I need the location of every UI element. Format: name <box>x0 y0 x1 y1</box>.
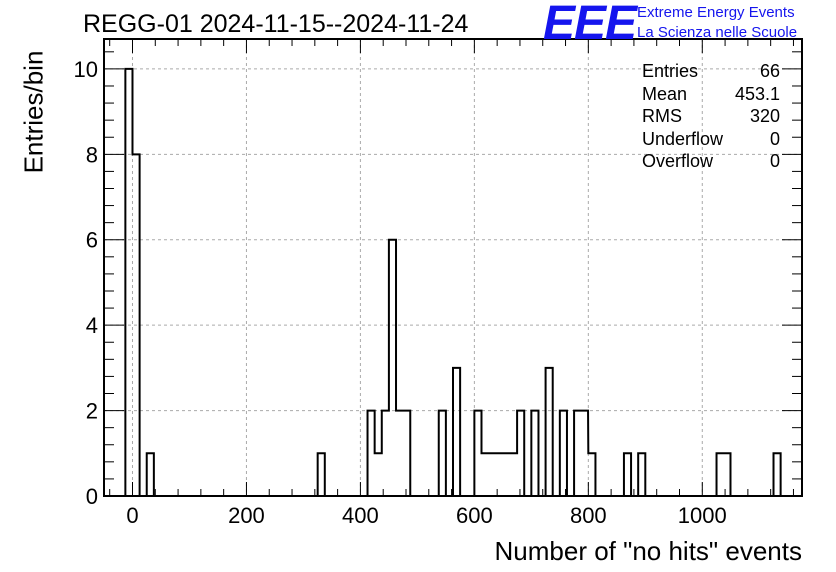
stats-label: Underflow <box>642 128 724 149</box>
plot-frame <box>103 38 803 497</box>
x-tick-label: 800 <box>570 503 607 528</box>
histogram-bar <box>624 453 631 496</box>
stats-label: Mean <box>642 83 688 104</box>
histogram-bar <box>717 453 724 496</box>
stats-value: 453.1 <box>734 83 780 104</box>
histogram-bar <box>368 411 375 496</box>
histogram-bar <box>147 453 154 496</box>
stats-row: Mean 453.1 <box>642 83 780 106</box>
stats-row: RMS 320 <box>642 105 780 128</box>
histogram-bar <box>125 69 132 496</box>
x-tick-label: 1000 <box>678 503 727 528</box>
histogram-bar <box>774 453 781 496</box>
histogram-bar <box>517 411 524 496</box>
logo-caption-line-2: La Scienza nelle Scuole <box>637 24 798 41</box>
stats-box: Entries 66 Mean 453.1 RMS 320 Underflow 0 Overfl… <box>642 60 780 173</box>
tick-labels: 0 200 400 600 800 1000 0 2 4 6 8 10 <box>74 57 727 528</box>
histogram-bar <box>481 453 488 496</box>
histogram-bar <box>474 411 481 496</box>
stats-row: Overflow 0 <box>642 150 780 173</box>
logo-caption: Extreme Energy Events La Scienza nelle S… <box>637 3 797 43</box>
histogram-bar <box>546 368 553 496</box>
histogram-bar <box>510 453 517 496</box>
stats-value: 66 <box>759 61 780 81</box>
axis-ticks <box>104 39 802 497</box>
histogram-bar <box>560 411 567 496</box>
histogram-bar <box>503 453 510 496</box>
x-tick-label: 200 <box>228 503 265 528</box>
logo-caption-line-1: Extreme Energy Events <box>637 4 795 21</box>
y-tick-label: 8 <box>86 142 98 167</box>
histogram-bar <box>375 453 382 496</box>
stats-value: 320 <box>749 106 780 126</box>
histogram-bar <box>588 453 595 496</box>
y-tick-label: 2 <box>86 399 98 424</box>
stats-row: Underflow 0 <box>642 128 780 151</box>
stats-label: Entries <box>642 61 699 81</box>
stats-value: 0 <box>769 128 780 149</box>
x-axis-label: Number of "no hits" events <box>494 536 803 566</box>
histogram-outline <box>124 67 782 496</box>
x-tick-label: 600 <box>456 503 493 528</box>
y-tick-label: 0 <box>86 484 98 509</box>
y-tick-label: 6 <box>86 228 98 253</box>
histogram-bar <box>439 411 446 496</box>
stats-row: Entries 66 <box>642 60 780 83</box>
y-tick-label: 4 <box>86 313 98 338</box>
histogram-bar <box>489 453 496 496</box>
stats-label: Overflow <box>642 151 714 171</box>
eee-logo: EEE <box>543 0 637 50</box>
y-tick-label: 10 <box>74 57 98 82</box>
histogram-bar <box>389 240 396 496</box>
histogram-bar <box>581 411 588 496</box>
histogram-bar <box>382 411 389 496</box>
histogram-bar <box>453 368 460 496</box>
histogram-bar <box>723 453 730 496</box>
chart-title: REGG-01 2024-11-15--2024-11-24 <box>83 10 469 38</box>
stats-value: 0 <box>769 151 780 171</box>
x-tick-label: 0 <box>126 503 138 528</box>
histogram-bar <box>574 411 581 496</box>
histogram-bar <box>396 411 403 496</box>
histogram-bar <box>403 411 410 496</box>
y-axis-label: Entries/bin <box>18 50 49 174</box>
histogram-bar <box>318 453 325 496</box>
histogram-bar <box>531 411 538 496</box>
x-tick-label: 400 <box>342 503 379 528</box>
stats-label: RMS <box>642 106 682 126</box>
histogram-bar <box>638 453 645 496</box>
